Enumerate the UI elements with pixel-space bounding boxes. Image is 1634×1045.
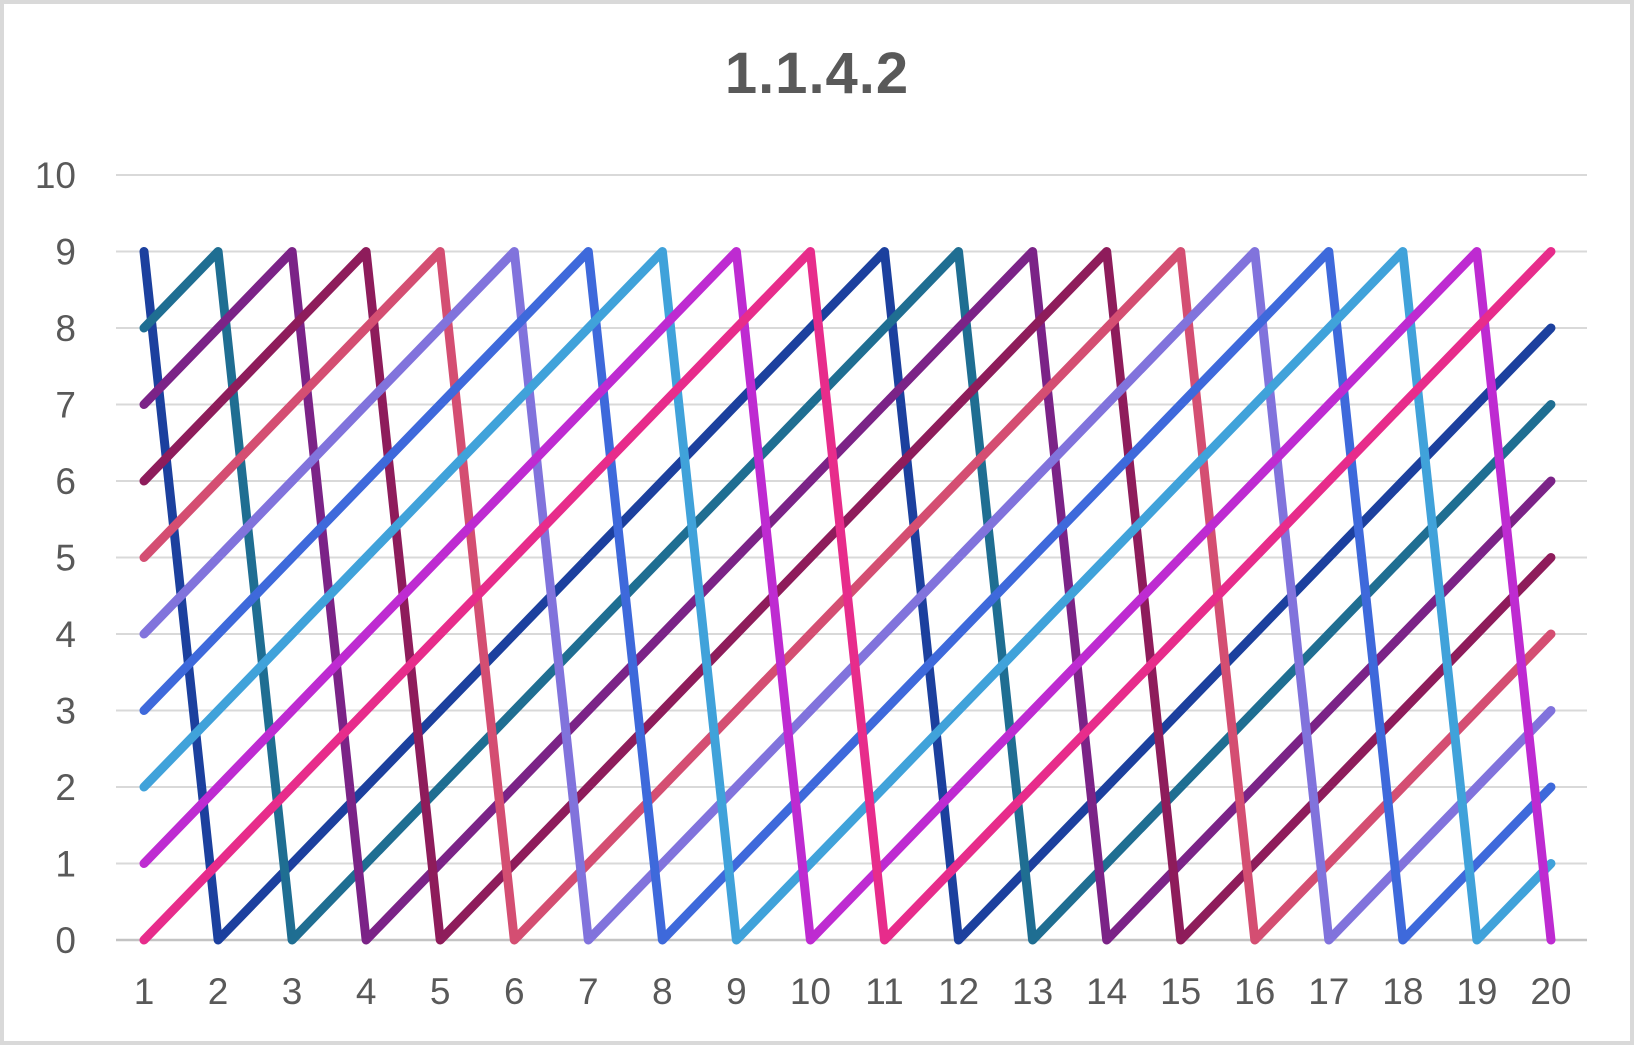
y-tick-label: 2 [55, 767, 76, 808]
series-9-magenta-line [139, 247, 1556, 945]
x-tick-label: 3 [282, 971, 303, 1012]
x-tick-label: 9 [726, 971, 747, 1012]
series-7-royal-blue-line [139, 247, 1556, 945]
series-8-sky-blue-line [139, 247, 1556, 945]
x-tick-label: 18 [1382, 971, 1423, 1012]
y-tick-label: 0 [55, 920, 76, 961]
x-tick-label: 16 [1234, 971, 1275, 1012]
series-10-pink-line [139, 247, 1556, 945]
series-6-violet-line [139, 247, 1556, 945]
y-tick-label: 3 [55, 691, 76, 732]
x-tick-label: 6 [504, 971, 525, 1012]
x-tick-label: 5 [430, 971, 451, 1012]
x-tick-label: 1 [134, 971, 155, 1012]
x-tick-label: 11 [865, 971, 903, 1012]
x-tick-label: 12 [938, 971, 979, 1012]
x-tick-label: 17 [1308, 971, 1349, 1012]
series-3-purple-line [139, 247, 1556, 945]
x-tick-label: 20 [1530, 971, 1571, 1012]
x-tick-label: 7 [578, 971, 599, 1012]
series-2-teal-blue-line [139, 247, 1556, 945]
chart-title: 1.1.4.2 [724, 41, 910, 106]
y-tick-label: 5 [55, 538, 76, 579]
x-tick-label: 2 [208, 971, 229, 1012]
x-tick-label: 14 [1086, 971, 1127, 1012]
y-tick-label: 7 [55, 385, 76, 426]
y-tick-label: 4 [55, 614, 76, 655]
x-tick-label: 8 [652, 971, 673, 1012]
y-tick-label: 6 [55, 461, 76, 502]
series-1-navy-blue-line [139, 247, 1556, 945]
y-tick-label: 9 [55, 232, 76, 273]
x-tick-label: 4 [356, 971, 377, 1012]
y-tick-label: 10 [35, 155, 76, 196]
y-tick-label: 1 [55, 844, 76, 885]
x-tick-label: 15 [1160, 971, 1201, 1012]
y-tick-label: 8 [55, 308, 76, 349]
x-tick-label: 19 [1456, 971, 1497, 1012]
x-tick-label: 13 [1012, 971, 1053, 1012]
x-tick-label: 10 [790, 971, 831, 1012]
